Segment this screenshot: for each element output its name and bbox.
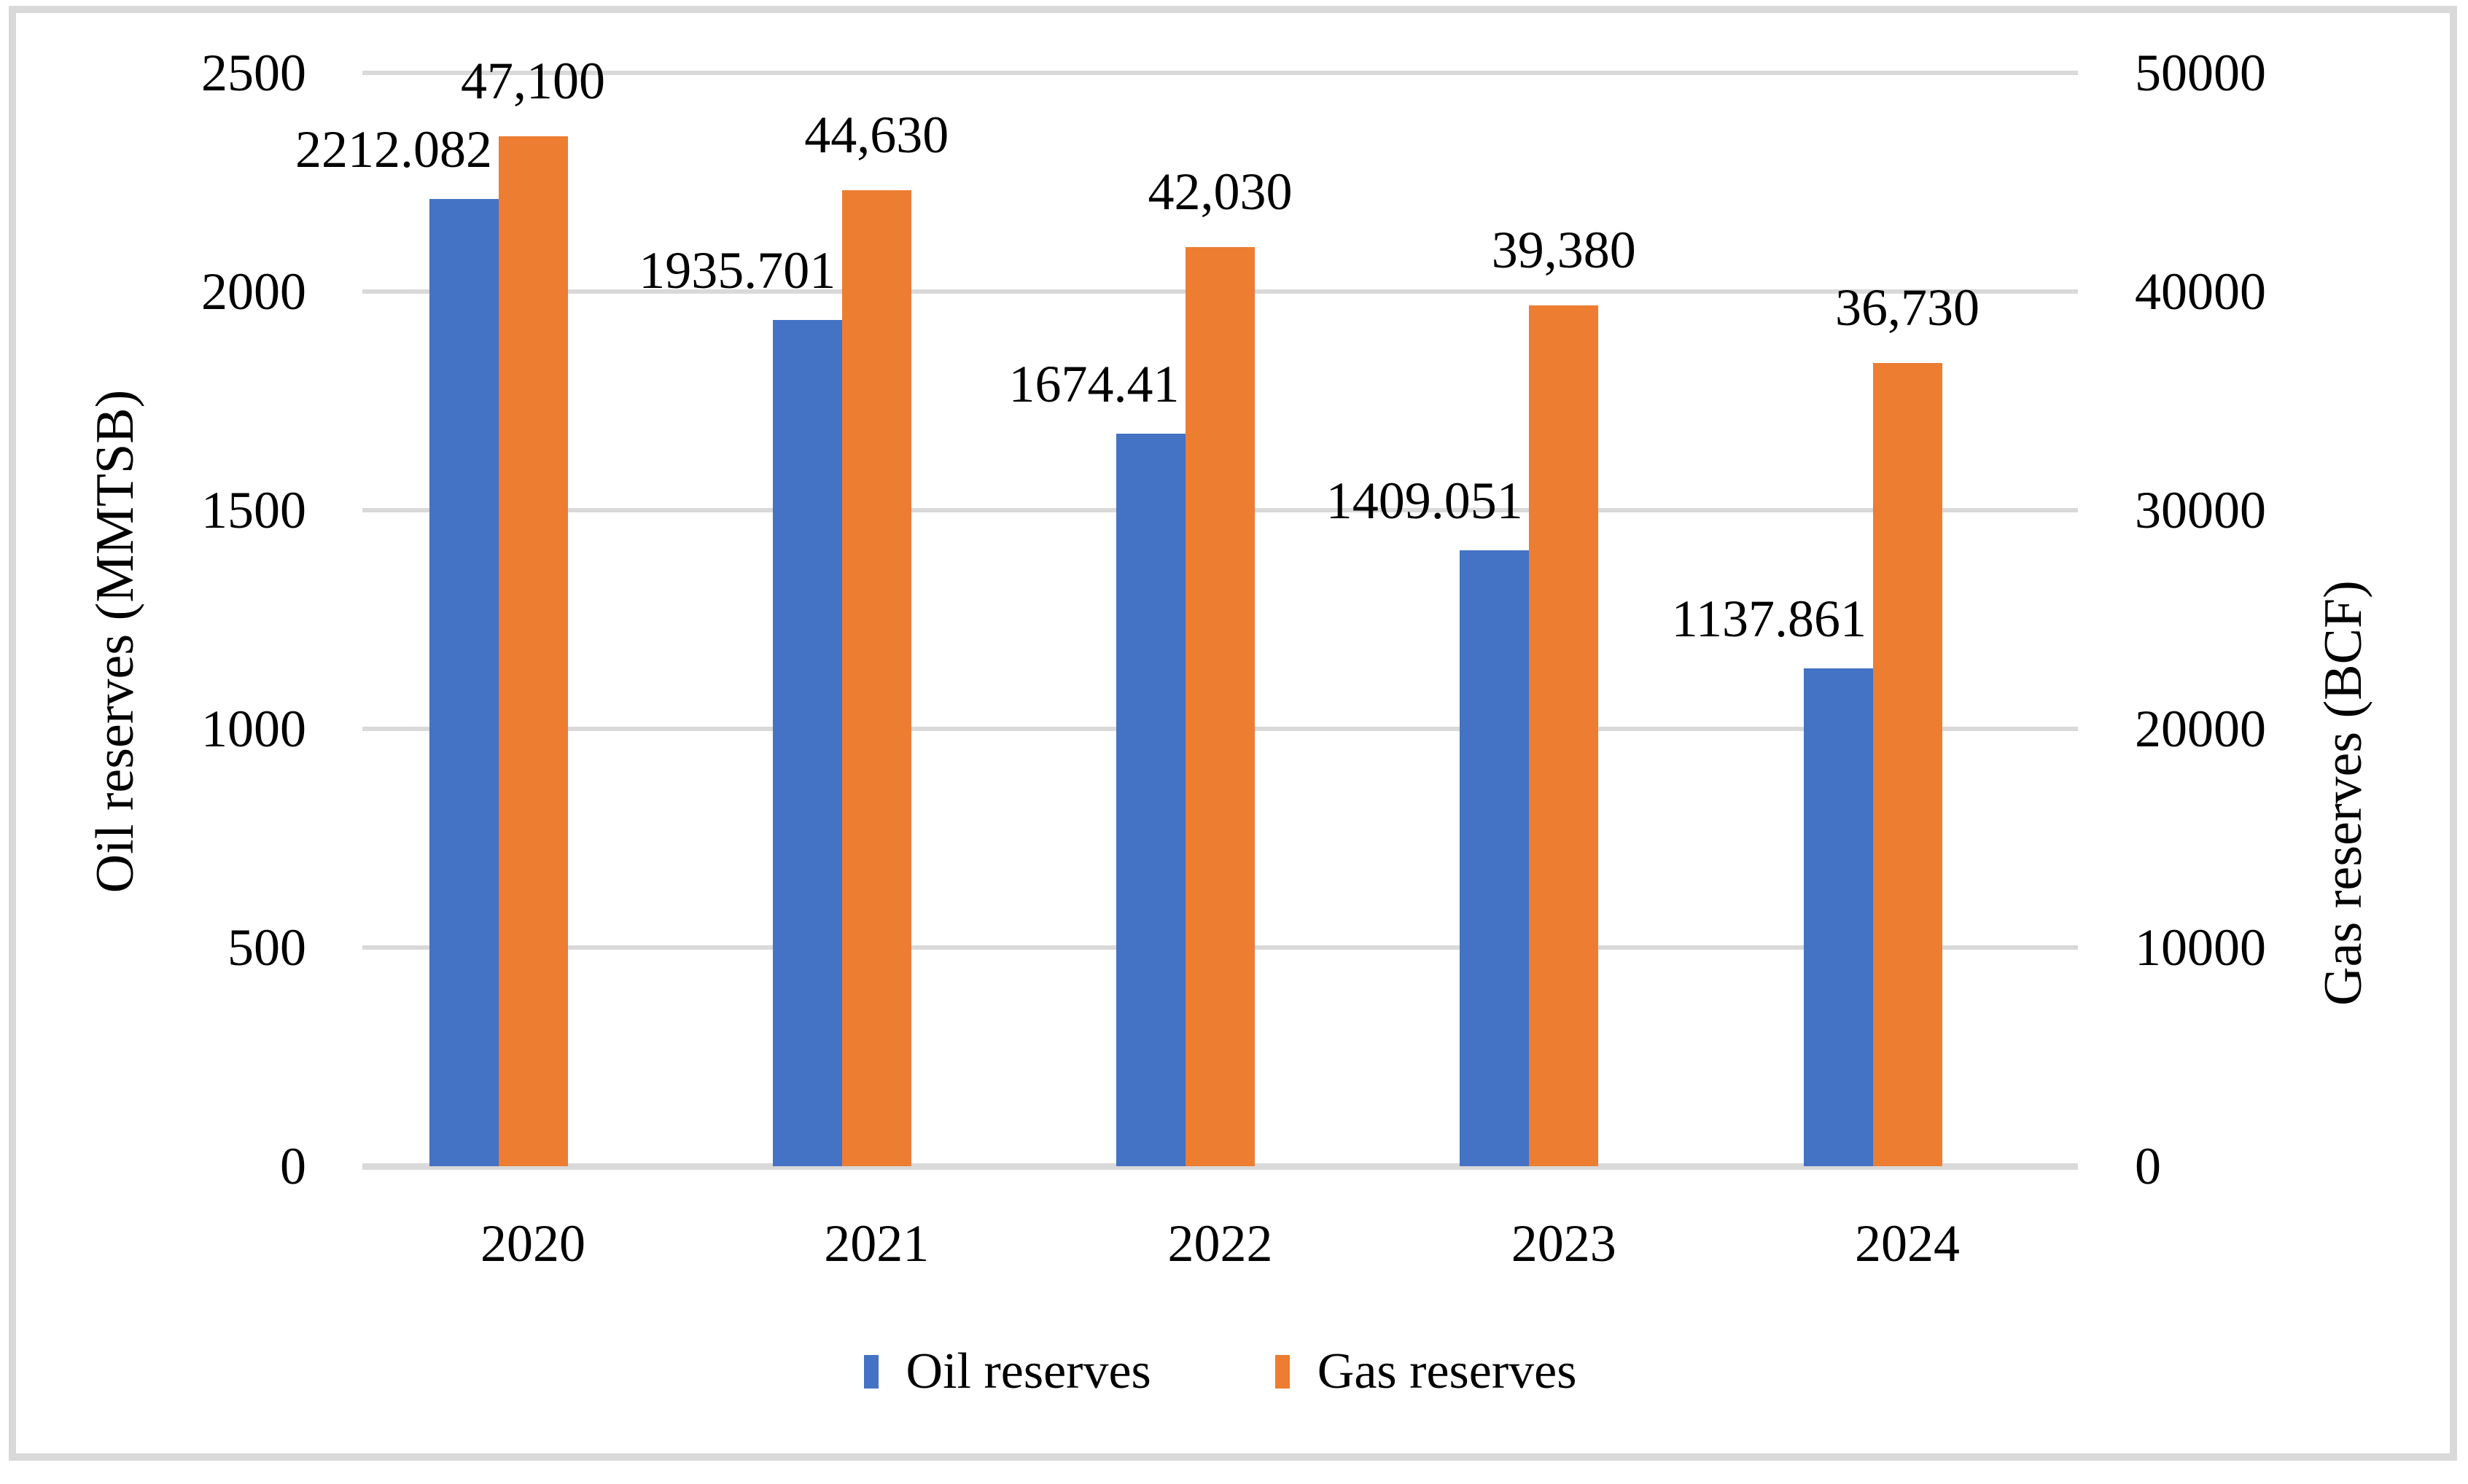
oil-data-label: 1674.41 [1008, 355, 1180, 414]
gas-data-label: 39,380 [1491, 220, 1636, 279]
gas-reserves-bar [498, 136, 568, 1166]
left-axis-tick-label: 1500 [201, 481, 306, 539]
legend: Oil reserves Gas reserves [362, 1343, 2078, 1399]
right-axis-tick-label: 40000 [2135, 262, 2266, 321]
left-axis-tick-label: 500 [227, 918, 306, 977]
x-axis-category-label: 2020 [480, 1214, 585, 1273]
gas-reserves-bar [1186, 247, 1255, 1166]
gas-data-label: 36,730 [1835, 278, 1980, 337]
oil-reserves-bar [772, 319, 842, 1166]
oil-data-label: 2212.082 [295, 120, 492, 179]
x-axis-category-label: 2024 [1855, 1214, 1960, 1273]
left-axis-tick-label: 1000 [201, 700, 306, 758]
gas-reserves-bar [841, 190, 911, 1166]
right-axis-tick-label: 50000 [2135, 44, 2266, 102]
x-axis-line [362, 1163, 2078, 1170]
oil-data-label: 1409.051 [1326, 471, 1523, 530]
gas-series-swatch [1274, 1355, 1290, 1389]
gas-data-label: 47,100 [461, 52, 605, 110]
x-axis-category-label: 2022 [1167, 1214, 1273, 1273]
oil-series-swatch [863, 1355, 879, 1389]
right-axis-tick-label: 10000 [2135, 918, 2266, 977]
gridline [362, 71, 2078, 75]
gas-data-label: 44,630 [804, 106, 949, 165]
right-axis-title: Gas reserves (BCF) [2313, 580, 2373, 1006]
left-axis-title: Oil reserves (MMTSB) [85, 389, 145, 894]
x-axis-category-label: 2021 [824, 1214, 930, 1273]
gas-data-label: 42,030 [1148, 163, 1293, 222]
legend-item-gas-reserves: Gas reserves [1274, 1343, 1577, 1399]
right-axis-tick-label: 20000 [2135, 700, 2266, 758]
x-axis-category-label: 2023 [1511, 1214, 1616, 1273]
oil-data-label: 1137.861 [1671, 590, 1866, 649]
left-axis-tick-label: 2500 [201, 44, 306, 102]
oil-reserves-bar [429, 198, 499, 1166]
right-axis-tick-label: 30000 [2135, 481, 2266, 539]
oil-reserves-bar [1116, 434, 1186, 1166]
gas-reserves-bar [1529, 305, 1599, 1166]
legend-item-oil-reserves: Oil reserves [863, 1343, 1151, 1399]
oil-reserves-bar [1803, 668, 1873, 1166]
legend-label-gas-reserves: Gas reserves [1317, 1343, 1577, 1399]
left-axis-tick-label: 0 [280, 1137, 306, 1195]
gas-reserves-bar [1872, 363, 1942, 1166]
oil-reserves-bar [1460, 550, 1530, 1166]
oil-data-label: 1935.701 [639, 241, 836, 300]
right-axis-tick-label: 0 [2135, 1137, 2161, 1195]
legend-label-oil-reserves: Oil reserves [906, 1343, 1151, 1399]
left-axis-tick-label: 2000 [201, 262, 306, 321]
